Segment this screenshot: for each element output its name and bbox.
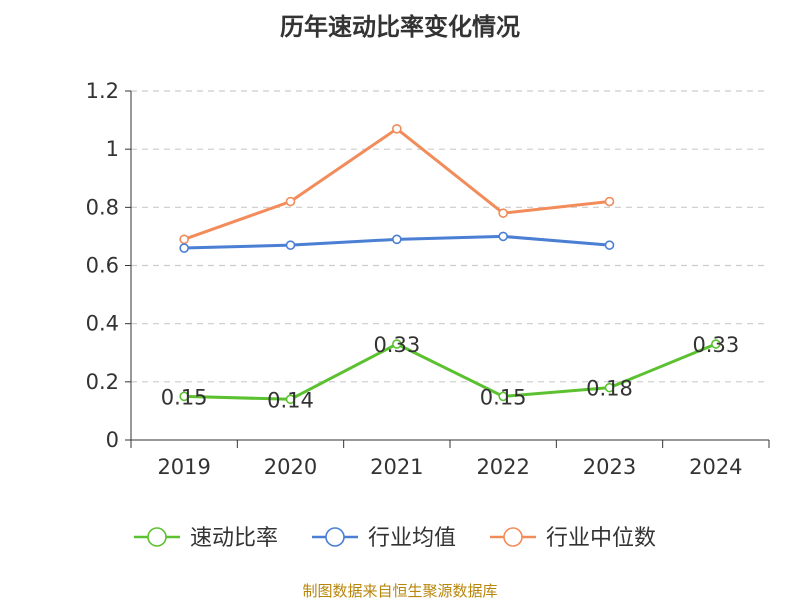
- y-tick-label: 1: [106, 137, 119, 161]
- series-group: [179, 124, 721, 405]
- data-point: [285, 196, 296, 207]
- y-axis-ticks: 0 0.2 0.4 0.6 0.8 1 1.2: [86, 79, 131, 452]
- legend: 速动比率 行业均值 行业中位数: [134, 526, 656, 551]
- data-point: [392, 124, 402, 134]
- x-tick-label: 2020: [264, 455, 317, 479]
- legend-marker: [503, 527, 523, 547]
- data-point: [498, 391, 508, 402]
- data-label: 0.14: [267, 388, 314, 412]
- x-axis-ticks: 2019 2020 2021 2022 2023 2024: [130, 440, 770, 479]
- data-point: [285, 394, 296, 405]
- y-tick-label: 0: [106, 428, 119, 452]
- data-point: [392, 234, 402, 245]
- data-label: 0.15: [161, 385, 208, 409]
- legend-item-label: 行业中位数: [546, 526, 656, 551]
- data-point: [392, 339, 402, 349]
- data-point: [498, 231, 508, 242]
- x-tick-label: 2022: [476, 455, 529, 479]
- data-label: 0.18: [586, 377, 633, 401]
- series-line: [182, 127, 611, 241]
- data-point: [711, 339, 721, 349]
- x-tick-label: 2021: [370, 455, 423, 479]
- grid-lines: [131, 90, 769, 383]
- data-point: [498, 208, 508, 218]
- data-label: 0.15: [480, 385, 527, 409]
- data-label: 0.33: [373, 333, 420, 357]
- legend-marker: [325, 527, 345, 547]
- x-tick-label: 2019: [157, 455, 210, 479]
- data-label: 0.33: [692, 333, 739, 357]
- y-tick-label: 0.8: [86, 195, 119, 219]
- chart-title: 历年速动比率变化情况: [280, 13, 520, 41]
- y-tick-label: 0.2: [86, 370, 119, 394]
- data-labels: 0.15 0.14 0.33 0.15 0.18 0.33: [161, 333, 739, 412]
- data-point: [604, 382, 615, 393]
- data-point: [604, 196, 615, 207]
- source-note: 制图数据来自恒生聚源数据库: [302, 582, 497, 600]
- x-tick-label: 2023: [583, 455, 636, 479]
- data-point: [604, 240, 615, 250]
- series-line: [182, 342, 718, 401]
- y-tick-label: 0.4: [86, 312, 119, 336]
- y-tick-label: 0.6: [86, 254, 119, 278]
- legend-item-label: 行业均值: [368, 526, 456, 551]
- data-point: [179, 391, 189, 402]
- data-point: [179, 234, 189, 245]
- data-point: [285, 240, 296, 250]
- legend-marker: [147, 527, 167, 547]
- data-point: [179, 243, 189, 253]
- x-tick-label: 2024: [689, 455, 742, 479]
- y-tick-label: 1.2: [86, 79, 119, 103]
- legend-item-label: 速动比率: [190, 526, 278, 551]
